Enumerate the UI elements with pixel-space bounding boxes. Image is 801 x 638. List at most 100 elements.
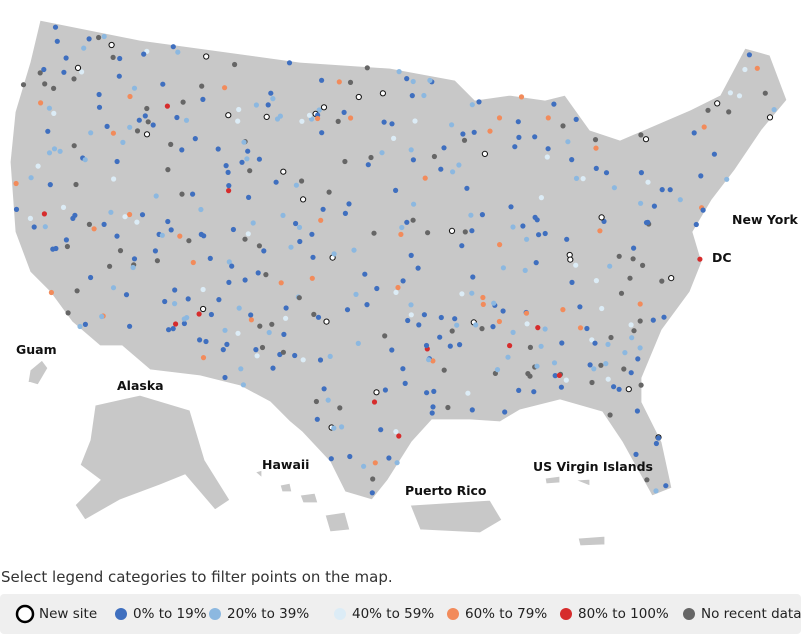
site-point: [611, 384, 617, 390]
legend-item[interactable]: 40% to 59%: [334, 606, 434, 622]
site-point: [96, 91, 102, 98]
site-point: [410, 217, 416, 223]
site-point: [240, 382, 246, 388]
site-point: [469, 290, 475, 296]
site-point: [364, 302, 370, 308]
legend-item[interactable]: 0% to 19%: [115, 606, 207, 622]
legend-swatch[interactable]: [334, 608, 346, 620]
legend-item[interactable]: New site: [15, 604, 97, 624]
site-point: [278, 280, 284, 286]
site-point: [181, 316, 187, 322]
site-point: [117, 248, 124, 254]
site-point: [400, 278, 406, 284]
legend-swatch[interactable]: [115, 608, 127, 620]
site-point: [96, 34, 102, 41]
site-point: [152, 248, 158, 254]
site-point: [73, 181, 79, 188]
legend-label[interactable]: New site: [39, 606, 97, 622]
site-point: [122, 214, 128, 220]
site-point: [38, 100, 44, 106]
site-point: [143, 131, 151, 138]
site-point: [265, 102, 271, 108]
legend-item[interactable]: 60% to 79%: [447, 606, 547, 622]
site-point: [638, 132, 644, 138]
site-point: [726, 109, 732, 115]
legend-swatch[interactable]: [209, 608, 221, 620]
site-point: [88, 274, 94, 281]
site-point: [203, 53, 210, 60]
site-point: [159, 232, 165, 238]
legend-label[interactable]: 80% to 100%: [578, 606, 669, 622]
site-point: [523, 310, 530, 316]
site-point: [179, 147, 185, 153]
site-point: [241, 139, 247, 145]
site-point: [142, 113, 148, 119]
site-point: [391, 135, 397, 141]
site-point: [111, 176, 117, 182]
legend-label[interactable]: 40% to 59%: [352, 606, 434, 622]
site-point: [101, 221, 107, 227]
site-point: [742, 66, 748, 73]
site-point: [280, 212, 286, 218]
site-point: [283, 305, 289, 311]
site-point: [344, 307, 351, 313]
site-point: [430, 358, 436, 364]
legend-swatch[interactable]: [15, 604, 35, 624]
site-point: [315, 115, 321, 122]
legend-item[interactable]: No recent data: [683, 606, 801, 622]
site-point: [190, 191, 196, 197]
site-point: [253, 347, 259, 353]
site-point: [567, 256, 574, 263]
site-point: [225, 169, 231, 175]
site-point: [181, 320, 187, 327]
site-point: [226, 183, 232, 189]
map-label: Guam: [16, 342, 57, 357]
site-point: [599, 305, 605, 312]
site-point: [226, 188, 232, 194]
legend-label[interactable]: No recent data: [701, 606, 801, 622]
site-point: [246, 194, 252, 200]
site-point: [762, 90, 768, 96]
site-point: [200, 305, 207, 313]
site-point: [496, 115, 503, 121]
site-point: [431, 388, 437, 394]
site-point: [166, 327, 172, 333]
site-point: [173, 321, 179, 327]
site-point: [216, 297, 222, 303]
site-point: [650, 317, 656, 323]
site-point: [342, 210, 348, 216]
site-point: [460, 131, 466, 137]
site-point: [457, 342, 463, 348]
legend-item[interactable]: 20% to 39%: [209, 606, 309, 622]
site-point: [160, 81, 166, 87]
site-point: [317, 357, 324, 363]
site-point: [644, 477, 650, 483]
legend-label[interactable]: 20% to 39%: [227, 606, 309, 622]
site-point: [342, 158, 348, 165]
legend-swatch[interactable]: [683, 608, 695, 620]
site-point: [479, 326, 485, 332]
site-point: [299, 178, 305, 184]
site-point: [448, 227, 456, 234]
site-point: [563, 377, 569, 383]
site-point: [638, 170, 645, 176]
site-point: [280, 349, 286, 355]
site-point: [507, 343, 513, 349]
site-point: [705, 107, 711, 113]
site-point: [154, 258, 160, 264]
legend-swatch[interactable]: [560, 608, 572, 620]
legend-swatch[interactable]: [447, 608, 459, 620]
site-point: [573, 116, 579, 122]
legend-item[interactable]: 80% to 100%: [560, 606, 669, 622]
site-point: [556, 372, 563, 378]
site-point: [222, 327, 228, 333]
legend-label[interactable]: 60% to 79%: [465, 606, 547, 622]
site-point: [698, 173, 704, 179]
site-point: [229, 263, 235, 269]
site-point: [441, 145, 447, 151]
site-point: [545, 115, 551, 121]
site-point: [65, 310, 71, 316]
legend-label[interactable]: 0% to 19%: [133, 606, 207, 622]
site-point: [57, 148, 63, 154]
site-point: [110, 130, 116, 136]
